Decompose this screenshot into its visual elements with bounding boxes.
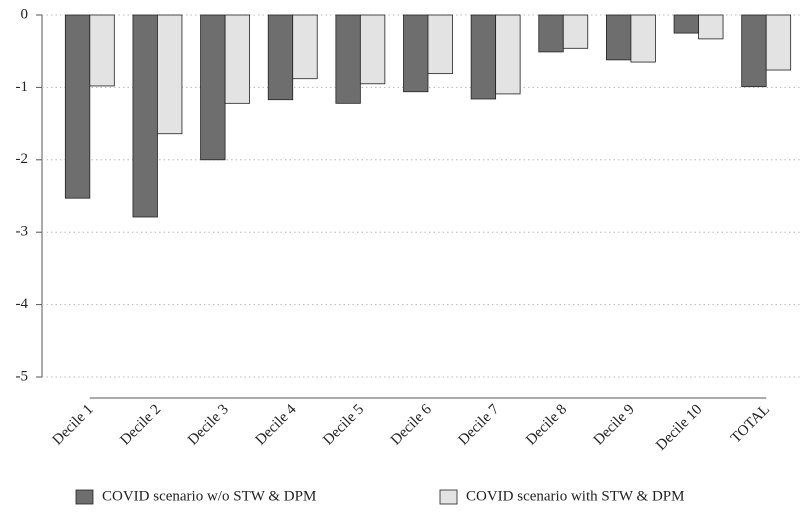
legend-label: COVID scenario with STW & DPM xyxy=(466,488,684,504)
x-tick-label: Decile 6 xyxy=(388,401,435,448)
x-tick-label: TOTAL xyxy=(728,402,773,447)
bar xyxy=(157,14,183,135)
bar xyxy=(64,14,91,199)
bar xyxy=(765,14,792,71)
x-tick-label: Decile 4 xyxy=(253,401,300,448)
legend: COVID scenario w/o STW & DPM COVID scena… xyxy=(75,488,684,505)
bar xyxy=(470,14,497,100)
bar xyxy=(741,14,767,88)
y-tick-label: -4 xyxy=(16,296,29,312)
bar xyxy=(673,14,699,34)
x-tick-label: Decile 3 xyxy=(185,402,232,449)
bar xyxy=(606,14,632,61)
bar xyxy=(267,14,294,101)
bar xyxy=(292,14,318,80)
x-tick-label: Decile 10 xyxy=(653,402,705,454)
bar xyxy=(495,14,521,95)
y-tick-label: -3 xyxy=(16,224,29,240)
bar xyxy=(89,14,115,87)
bar xyxy=(200,14,226,161)
y-tick-label: -2 xyxy=(16,151,29,167)
bar xyxy=(538,14,564,53)
y-tick-label: -1 xyxy=(16,79,29,95)
x-tick-label: Decile 5 xyxy=(320,402,367,449)
y-tick-label: 0 xyxy=(21,6,29,22)
x-tick-label: Decile 7 xyxy=(456,401,503,448)
bar xyxy=(427,14,453,75)
x-tick-label: Decile 1 xyxy=(50,402,97,449)
bar xyxy=(562,14,589,49)
x-tick-label: Decile 9 xyxy=(591,402,638,449)
bar xyxy=(630,14,656,63)
legend-swatch xyxy=(75,489,94,505)
x-tick-label: Decile 2 xyxy=(117,402,164,449)
bar xyxy=(224,14,250,104)
bar xyxy=(698,14,724,40)
bar xyxy=(132,14,158,218)
bar xyxy=(403,14,429,93)
bar xyxy=(359,14,386,85)
legend-swatch xyxy=(439,489,458,505)
legend-label: COVID scenario w/o STW & DPM xyxy=(102,488,316,504)
x-tick-label: Decile 8 xyxy=(523,402,570,449)
y-tick-label: -5 xyxy=(16,368,29,384)
bar xyxy=(335,14,361,104)
